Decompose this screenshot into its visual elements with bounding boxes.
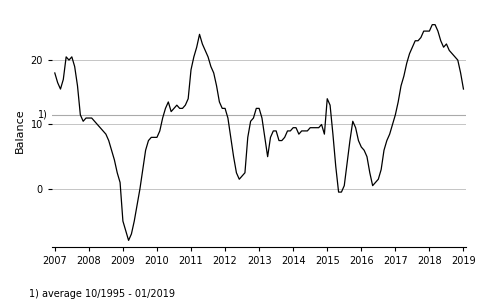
Text: 1): 1)	[38, 110, 48, 120]
Text: 1) average 10/1995 - 01/2019: 1) average 10/1995 - 01/2019	[29, 289, 175, 299]
Y-axis label: Balance: Balance	[15, 109, 25, 153]
